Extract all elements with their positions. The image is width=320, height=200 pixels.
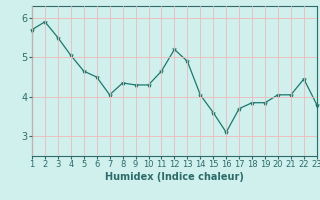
X-axis label: Humidex (Indice chaleur): Humidex (Indice chaleur) <box>105 172 244 182</box>
